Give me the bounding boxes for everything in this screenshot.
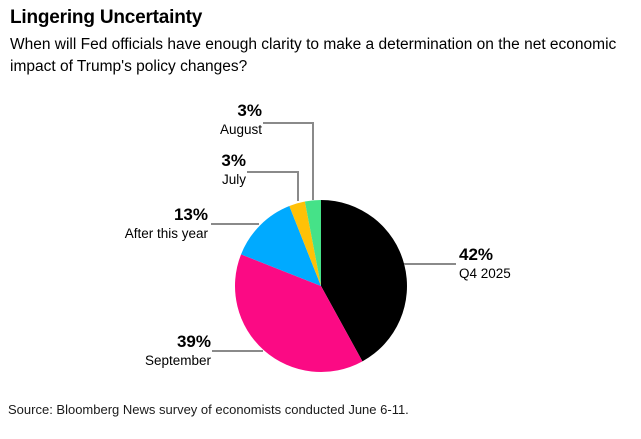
callout-july: 3% July — [221, 152, 246, 188]
pie-slice-september — [235, 254, 363, 372]
chart-subtitle: When will Fed officials have enough clar… — [10, 36, 617, 75]
category-label: September — [144, 353, 211, 368]
pie-slice-q4-2025 — [321, 200, 407, 362]
value-label: 42% — [459, 245, 494, 264]
leader-line-july — [247, 171, 299, 201]
leader-line-august — [263, 122, 314, 200]
value-label: 39% — [176, 332, 211, 351]
category-label: August — [219, 122, 262, 137]
source-note: Source: Bloomberg News survey of economi… — [8, 402, 409, 417]
callout-q4-2025: 42% Q4 2025 — [459, 246, 511, 282]
pie-slice-after-this-year — [241, 206, 321, 286]
pie-slices — [235, 200, 407, 372]
value-label: 13% — [173, 205, 208, 224]
value-label: 3% — [221, 151, 246, 170]
leader-lines — [211, 122, 456, 352]
category-label: Q4 2025 — [459, 266, 511, 281]
category-label: After this year — [124, 226, 208, 241]
callout-september: 39% September — [145, 333, 211, 369]
value-label: 3% — [237, 101, 262, 120]
pie-slice-july — [289, 201, 321, 286]
callout-august: 3% August — [220, 102, 262, 138]
callout-after-this-year: 13% After this year — [125, 206, 208, 242]
chart-title: Lingering Uncertainty — [10, 7, 203, 28]
pie-slice-august — [304, 200, 321, 286]
category-label: July — [221, 172, 246, 187]
